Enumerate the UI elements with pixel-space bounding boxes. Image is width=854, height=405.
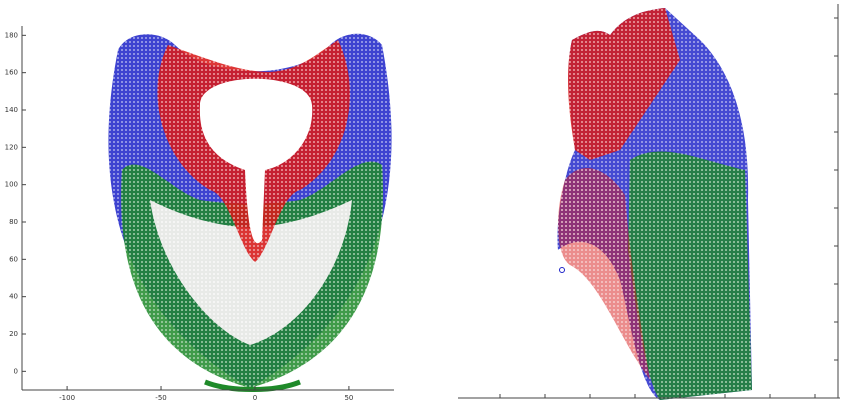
y-tick-label: 160 [5, 69, 18, 77]
x-tick-label: 50 [344, 394, 353, 402]
y-tick-label: 60 [9, 255, 18, 263]
x-tick-label: -50 [155, 394, 166, 402]
marker [560, 268, 565, 273]
y-tick-label: 180 [5, 31, 18, 39]
y-tick-label: 120 [5, 143, 18, 151]
y-tick-label: 140 [5, 106, 18, 114]
x-tick-label: 0 [253, 394, 257, 402]
y-tick-label: 80 [9, 218, 18, 226]
y-tick-label: 40 [9, 293, 18, 301]
front-view-cloud [108, 34, 391, 390]
side-view-cloud [557, 8, 752, 400]
x-tick-label: -100 [59, 394, 75, 402]
figure: 0 20 40 60 80 100 120 140 160 180 -100 -50 0 50 [0, 0, 854, 405]
y-tick-label: 20 [9, 330, 18, 338]
y-tick-label: 100 [5, 181, 18, 189]
y-tick-label: 0 [14, 367, 18, 375]
